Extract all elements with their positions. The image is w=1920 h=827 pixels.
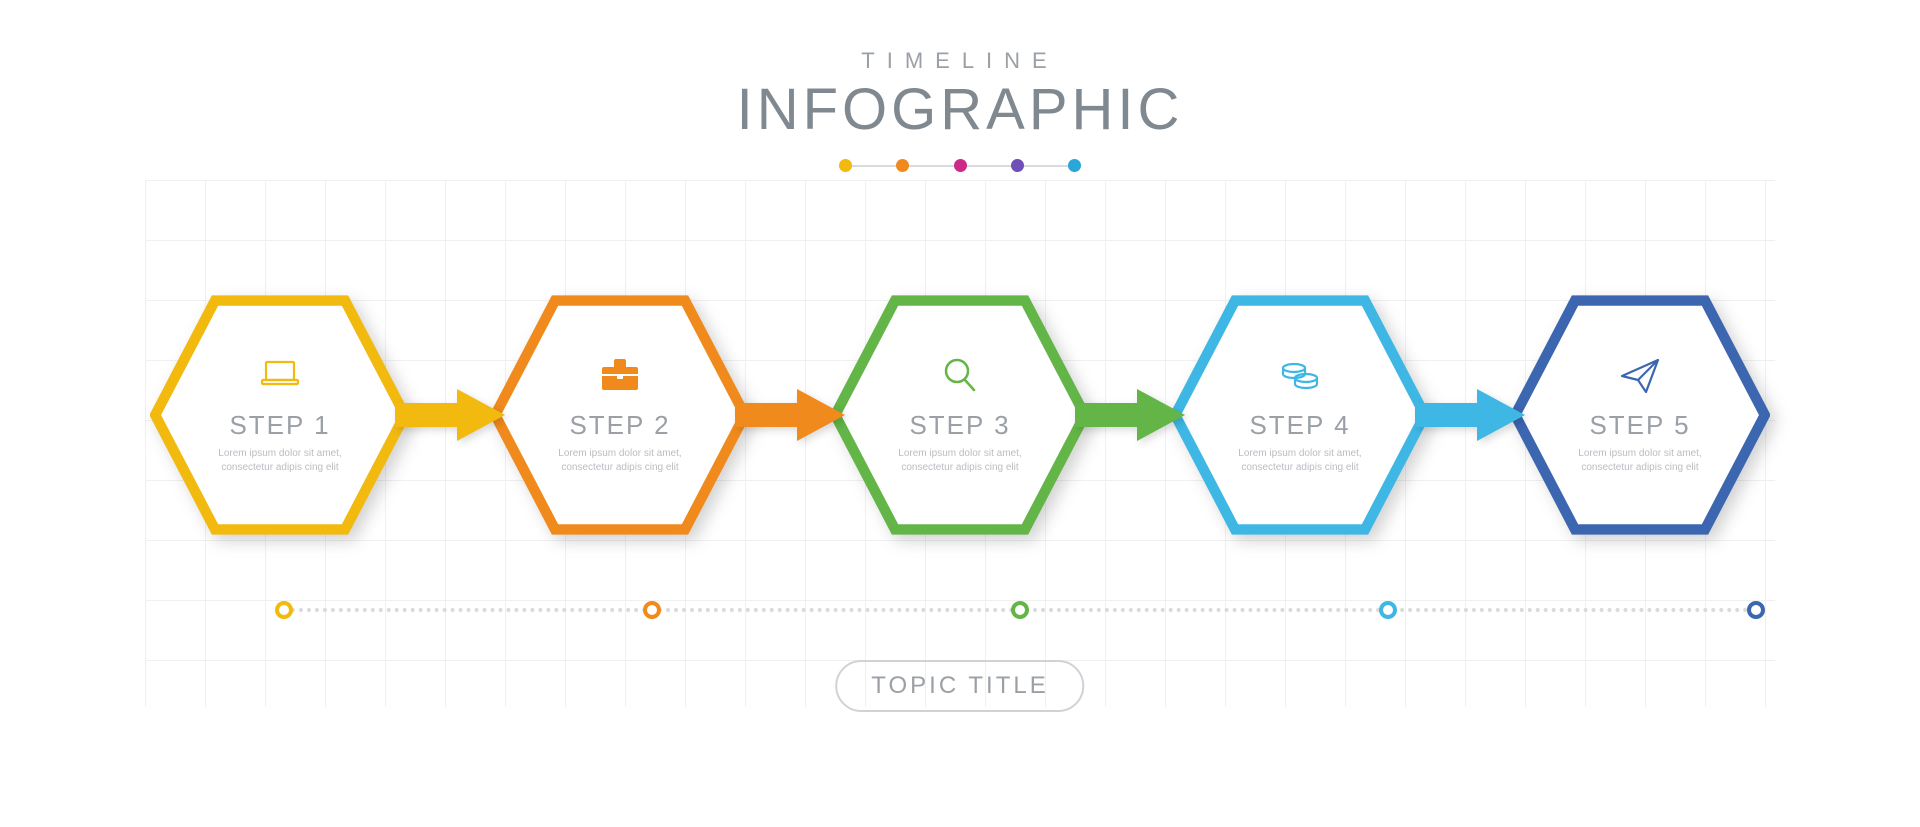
step-2-label: STEP 2 xyxy=(535,410,705,441)
step-2: STEP 2 Lorem ipsum dolor sit amet, conse… xyxy=(490,285,750,545)
briefcase-icon xyxy=(535,350,705,402)
header: TIMELINE INFOGRAPHIC xyxy=(0,48,1920,173)
step-3-desc: Lorem ipsum dolor sit amet, consectetur … xyxy=(875,447,1045,474)
step-5: STEP 5 Lorem ipsum dolor sit amet, conse… xyxy=(1510,285,1770,545)
paper-plane-icon xyxy=(1555,350,1725,402)
step-1-label: STEP 1 xyxy=(195,410,365,441)
magnifier-icon xyxy=(875,350,1045,402)
header-dot-1 xyxy=(839,159,852,172)
arrow-1 xyxy=(395,385,505,445)
header-dot-2 xyxy=(896,159,909,172)
timeline-ring-5 xyxy=(1747,601,1765,619)
step-4-label: STEP 4 xyxy=(1215,410,1385,441)
arrow-3 xyxy=(1075,385,1185,445)
step-5-desc: Lorem ipsum dolor sit amet, consectetur … xyxy=(1555,447,1725,474)
header-dot-3 xyxy=(954,159,967,172)
step-5-label: STEP 5 xyxy=(1555,410,1725,441)
step-1-desc: Lorem ipsum dolor sit amet, consectetur … xyxy=(195,447,365,474)
arrow-2 xyxy=(735,385,845,445)
laptop-icon xyxy=(195,350,365,402)
infographic-canvas: TIMELINE INFOGRAPHIC STEP 1 xyxy=(0,0,1920,827)
timeline-ring-4 xyxy=(1379,601,1397,619)
step-4: STEP 4 Lorem ipsum dolor sit amet, conse… xyxy=(1170,285,1430,545)
coins-icon xyxy=(1215,350,1385,402)
step-3: STEP 3 Lorem ipsum dolor sit amet, conse… xyxy=(830,285,1090,545)
timeline-ring-2 xyxy=(643,601,661,619)
header-small-title: TIMELINE xyxy=(0,48,1920,74)
header-dot-5 xyxy=(1068,159,1081,172)
header-big-title: INFOGRAPHIC xyxy=(0,76,1920,143)
arrow-4 xyxy=(1415,385,1525,445)
topic-title-pill: TOPIC TITLE xyxy=(835,660,1084,712)
header-dot-4 xyxy=(1011,159,1024,172)
timeline-ring-3 xyxy=(1011,601,1029,619)
step-1: STEP 1 Lorem ipsum dolor sit amet, conse… xyxy=(150,285,410,545)
header-dot-row xyxy=(0,159,1920,173)
timeline-ring-1 xyxy=(275,601,293,619)
steps-row: STEP 1 Lorem ipsum dolor sit amet, conse… xyxy=(150,280,1770,550)
step-2-desc: Lorem ipsum dolor sit amet, consectetur … xyxy=(535,447,705,474)
step-4-desc: Lorem ipsum dolor sit amet, consectetur … xyxy=(1215,447,1385,474)
step-3-label: STEP 3 xyxy=(875,410,1045,441)
timeline-track xyxy=(275,600,1765,620)
